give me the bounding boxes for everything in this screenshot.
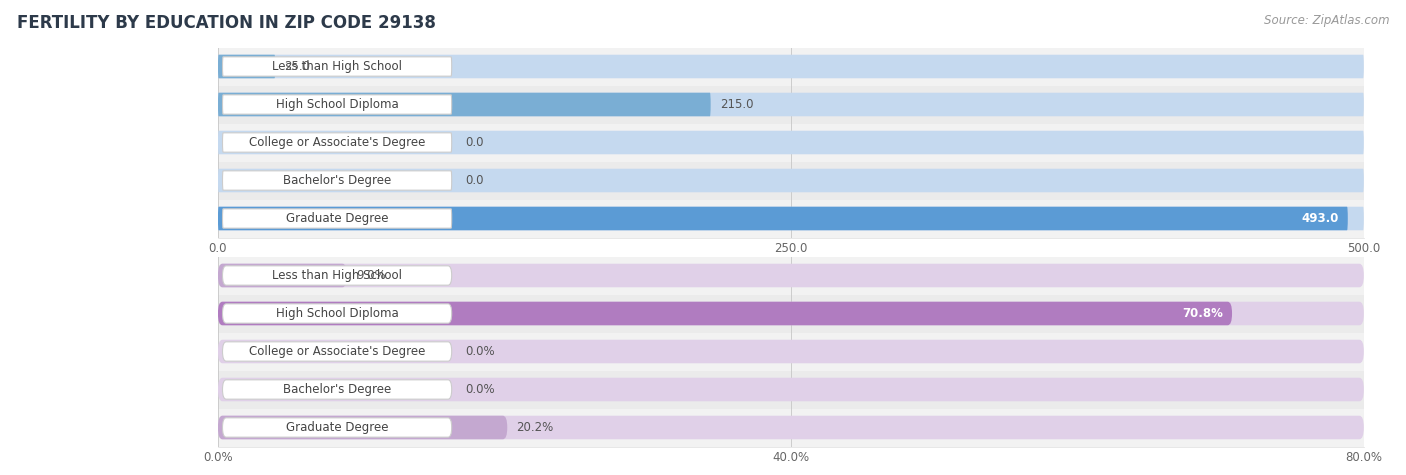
- FancyBboxPatch shape: [218, 378, 1364, 401]
- Text: Graduate Degree: Graduate Degree: [285, 212, 388, 225]
- Bar: [218, 256, 1364, 294]
- FancyBboxPatch shape: [222, 342, 451, 361]
- Bar: [218, 48, 1364, 86]
- FancyBboxPatch shape: [218, 55, 1364, 78]
- FancyBboxPatch shape: [218, 264, 347, 287]
- Text: Graduate Degree: Graduate Degree: [285, 421, 388, 434]
- Bar: [218, 200, 1364, 238]
- FancyBboxPatch shape: [218, 340, 1364, 363]
- FancyBboxPatch shape: [218, 131, 1364, 154]
- Text: 0.0%: 0.0%: [465, 383, 495, 396]
- FancyBboxPatch shape: [218, 302, 1232, 325]
- FancyBboxPatch shape: [218, 302, 1364, 325]
- Text: 25.0: 25.0: [284, 60, 311, 73]
- FancyBboxPatch shape: [218, 207, 1348, 230]
- Text: High School Diploma: High School Diploma: [276, 98, 398, 111]
- FancyBboxPatch shape: [222, 380, 451, 399]
- Text: 0.0: 0.0: [465, 174, 484, 187]
- FancyBboxPatch shape: [222, 171, 451, 190]
- Bar: [218, 294, 1364, 332]
- Bar: [218, 370, 1364, 408]
- FancyBboxPatch shape: [222, 95, 451, 114]
- Text: Bachelor's Degree: Bachelor's Degree: [283, 383, 391, 396]
- FancyBboxPatch shape: [218, 416, 508, 439]
- Text: FERTILITY BY EDUCATION IN ZIP CODE 29138: FERTILITY BY EDUCATION IN ZIP CODE 29138: [17, 14, 436, 32]
- FancyBboxPatch shape: [218, 55, 276, 78]
- Bar: [218, 332, 1364, 371]
- FancyBboxPatch shape: [218, 416, 1364, 439]
- Text: 9.0%: 9.0%: [356, 269, 385, 282]
- Text: Bachelor's Degree: Bachelor's Degree: [283, 174, 391, 187]
- Text: 70.8%: 70.8%: [1182, 307, 1223, 320]
- Text: Less than High School: Less than High School: [273, 60, 402, 73]
- Text: 0.0%: 0.0%: [465, 345, 495, 358]
- Text: High School Diploma: High School Diploma: [276, 307, 398, 320]
- FancyBboxPatch shape: [218, 169, 1364, 192]
- FancyBboxPatch shape: [218, 93, 710, 116]
- Text: 215.0: 215.0: [720, 98, 754, 111]
- Text: 0.0: 0.0: [465, 136, 484, 149]
- FancyBboxPatch shape: [222, 418, 451, 437]
- Bar: [218, 86, 1364, 124]
- Bar: [218, 162, 1364, 199]
- FancyBboxPatch shape: [218, 93, 1364, 116]
- FancyBboxPatch shape: [222, 266, 451, 285]
- FancyBboxPatch shape: [222, 209, 451, 228]
- Text: 493.0: 493.0: [1301, 212, 1339, 225]
- Text: College or Associate's Degree: College or Associate's Degree: [249, 136, 425, 149]
- FancyBboxPatch shape: [222, 57, 451, 76]
- Text: College or Associate's Degree: College or Associate's Degree: [249, 345, 425, 358]
- FancyBboxPatch shape: [218, 207, 1364, 230]
- FancyBboxPatch shape: [218, 264, 1364, 287]
- Text: Less than High School: Less than High School: [273, 269, 402, 282]
- Bar: [218, 408, 1364, 446]
- FancyBboxPatch shape: [222, 304, 451, 323]
- Text: Source: ZipAtlas.com: Source: ZipAtlas.com: [1264, 14, 1389, 27]
- Bar: [218, 124, 1364, 162]
- FancyBboxPatch shape: [222, 133, 451, 152]
- Text: 20.2%: 20.2%: [516, 421, 554, 434]
